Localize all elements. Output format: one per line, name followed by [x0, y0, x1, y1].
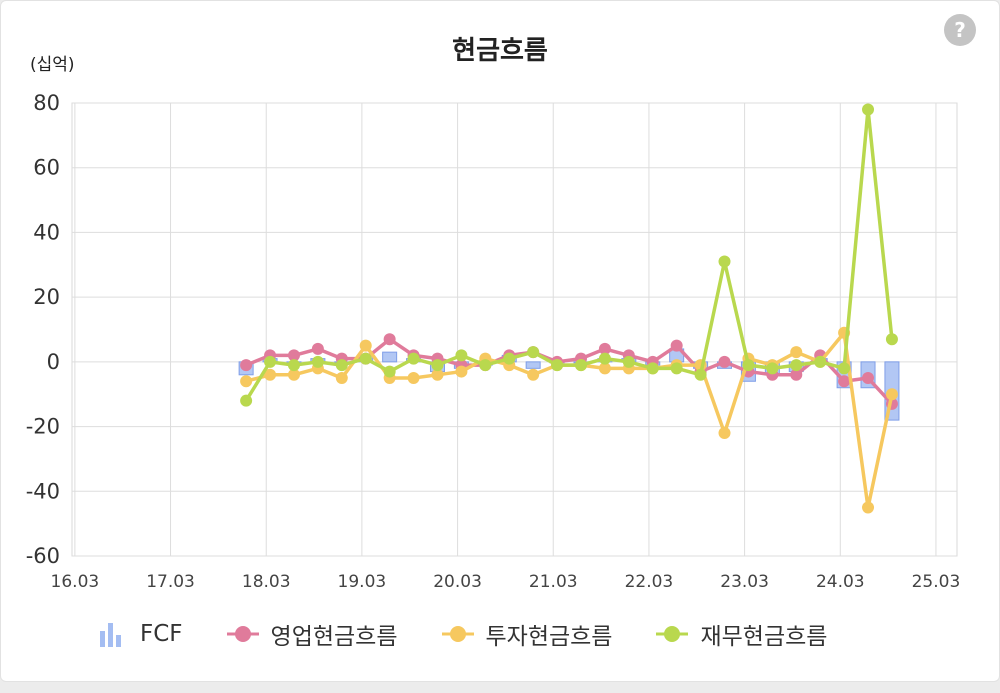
- line-marker-icon: [226, 626, 259, 642]
- series-point-재무현금흐름: [838, 362, 851, 375]
- legend-item-fcf[interactable]: FCF: [96, 619, 183, 649]
- series-point-재무현금흐름: [718, 255, 731, 268]
- series-point-투자현금흐름: [718, 427, 731, 440]
- x-tick-label: 23.03: [720, 572, 769, 592]
- series-point-영업현금흐름: [670, 339, 683, 352]
- series-point-투자현금흐름: [598, 362, 611, 375]
- series-point-투자현금흐름: [527, 368, 540, 381]
- x-tick-label: 25.03: [912, 572, 961, 592]
- series-line-재무현금흐름: [244, 107, 894, 402]
- series-point-투자현금흐름: [862, 501, 875, 514]
- series-point-재무현금흐름: [742, 359, 755, 372]
- series-point-투자현금흐름: [287, 368, 300, 381]
- x-tick-label: 16.03: [51, 572, 100, 592]
- plot-area: [71, 102, 958, 557]
- bar-chart-icon: [100, 623, 121, 647]
- legend-item-operating[interactable]: 영업현금흐름: [225, 617, 398, 651]
- y-tick-label: -60: [26, 544, 60, 568]
- legend-item-investing[interactable]: 투자현금흐름: [440, 617, 613, 651]
- series-point-재무현금흐름: [862, 103, 875, 116]
- series-point-재무현금흐름: [407, 352, 420, 365]
- series-point-재무현금흐름: [670, 362, 683, 375]
- legend-label-operating: 영업현금흐름: [270, 624, 398, 650]
- series-point-투자현금흐름: [264, 368, 277, 381]
- y-tick-label: 80: [33, 91, 60, 115]
- series-point-재무현금흐름: [431, 359, 444, 372]
- series-point-영업현금흐름: [718, 355, 731, 368]
- series-point-재무현금흐름: [479, 359, 492, 372]
- series-point-재무현금흐름: [598, 352, 611, 365]
- series-point-재무현금흐름: [885, 333, 898, 346]
- legend-label-financing: 재무현금흐름: [700, 624, 828, 650]
- series-point-영업현금흐름: [240, 359, 253, 372]
- x-tick-label: 24.03: [816, 572, 865, 592]
- y-tick-label: 0: [47, 350, 60, 374]
- series-point-영업현금흐름: [598, 342, 611, 355]
- series-point-영업현금흐름: [311, 342, 324, 355]
- y-tick-label: 60: [33, 156, 60, 180]
- series-point-재무현금흐름: [503, 352, 516, 365]
- series-point-재무현금흐름: [574, 359, 587, 372]
- series-point-재무현금흐름: [622, 355, 635, 368]
- series-point-재무현금흐름: [359, 352, 372, 365]
- series-point-재무현금흐름: [311, 355, 324, 368]
- x-tick-label: 18.03: [242, 572, 291, 592]
- fcf-bar: [525, 361, 541, 369]
- series-point-재무현금흐름: [766, 362, 779, 375]
- help-icon[interactable]: ?: [944, 14, 976, 46]
- series-point-투자현금흐름: [335, 372, 348, 385]
- y-axis-unit-label: (십억): [30, 55, 75, 75]
- x-tick-label: 21.03: [529, 572, 578, 592]
- series-point-투자현금흐름: [240, 375, 253, 388]
- series-point-재무현금흐름: [455, 349, 468, 362]
- y-tick-label: -40: [26, 479, 60, 503]
- series-point-재무현금흐름: [694, 368, 707, 381]
- x-tick-label: 17.03: [146, 572, 195, 592]
- y-tick-label: 40: [33, 220, 60, 244]
- series-point-재무현금흐름: [646, 362, 659, 375]
- legend-label-fcf: FCF: [140, 621, 183, 647]
- series-point-재무현금흐름: [527, 346, 540, 359]
- chart-legend: FCF 영업현금흐름 투자현금흐름 재무현금흐름: [96, 616, 869, 652]
- series-point-재무현금흐름: [790, 359, 803, 372]
- series-point-투자현금흐름: [431, 368, 444, 381]
- series-point-영업현금흐름: [383, 333, 396, 346]
- series-point-재무현금흐름: [335, 359, 348, 372]
- x-tick-label: 22.03: [625, 572, 674, 592]
- series-point-영업현금흐름: [287, 349, 300, 362]
- series-point-투자현금흐름: [359, 339, 372, 352]
- chart-title: 현금흐름: [452, 36, 548, 66]
- series-point-영업현금흐름: [838, 375, 851, 388]
- series-point-투자현금흐름: [885, 388, 898, 401]
- series-point-투자현금흐름: [455, 365, 468, 378]
- line-marker-icon: [441, 626, 474, 642]
- x-tick-label: 19.03: [338, 572, 387, 592]
- series-point-재무현금흐름: [551, 359, 564, 372]
- x-tick-label: 20.03: [433, 572, 482, 592]
- y-tick-label: -20: [26, 415, 60, 439]
- series-point-영업현금흐름: [862, 372, 875, 385]
- legend-label-investing: 투자현금흐름: [485, 624, 613, 650]
- fcf-bar: [382, 351, 398, 363]
- series-point-투자현금흐름: [407, 372, 420, 385]
- series-point-재무현금흐름: [383, 365, 396, 378]
- series-line-영업현금흐름: [245, 337, 894, 406]
- legend-item-financing[interactable]: 재무현금흐름: [654, 617, 827, 651]
- series-point-재무현금흐름: [240, 394, 253, 407]
- series-point-재무현금흐름: [287, 359, 300, 372]
- y-tick-label: 20: [33, 285, 60, 309]
- series-point-영업현금흐름: [790, 368, 803, 381]
- series-point-투자현금흐름: [790, 346, 803, 359]
- series-point-재무현금흐름: [264, 355, 277, 368]
- line-marker-icon: [656, 626, 689, 642]
- series-point-재무현금흐름: [814, 355, 827, 368]
